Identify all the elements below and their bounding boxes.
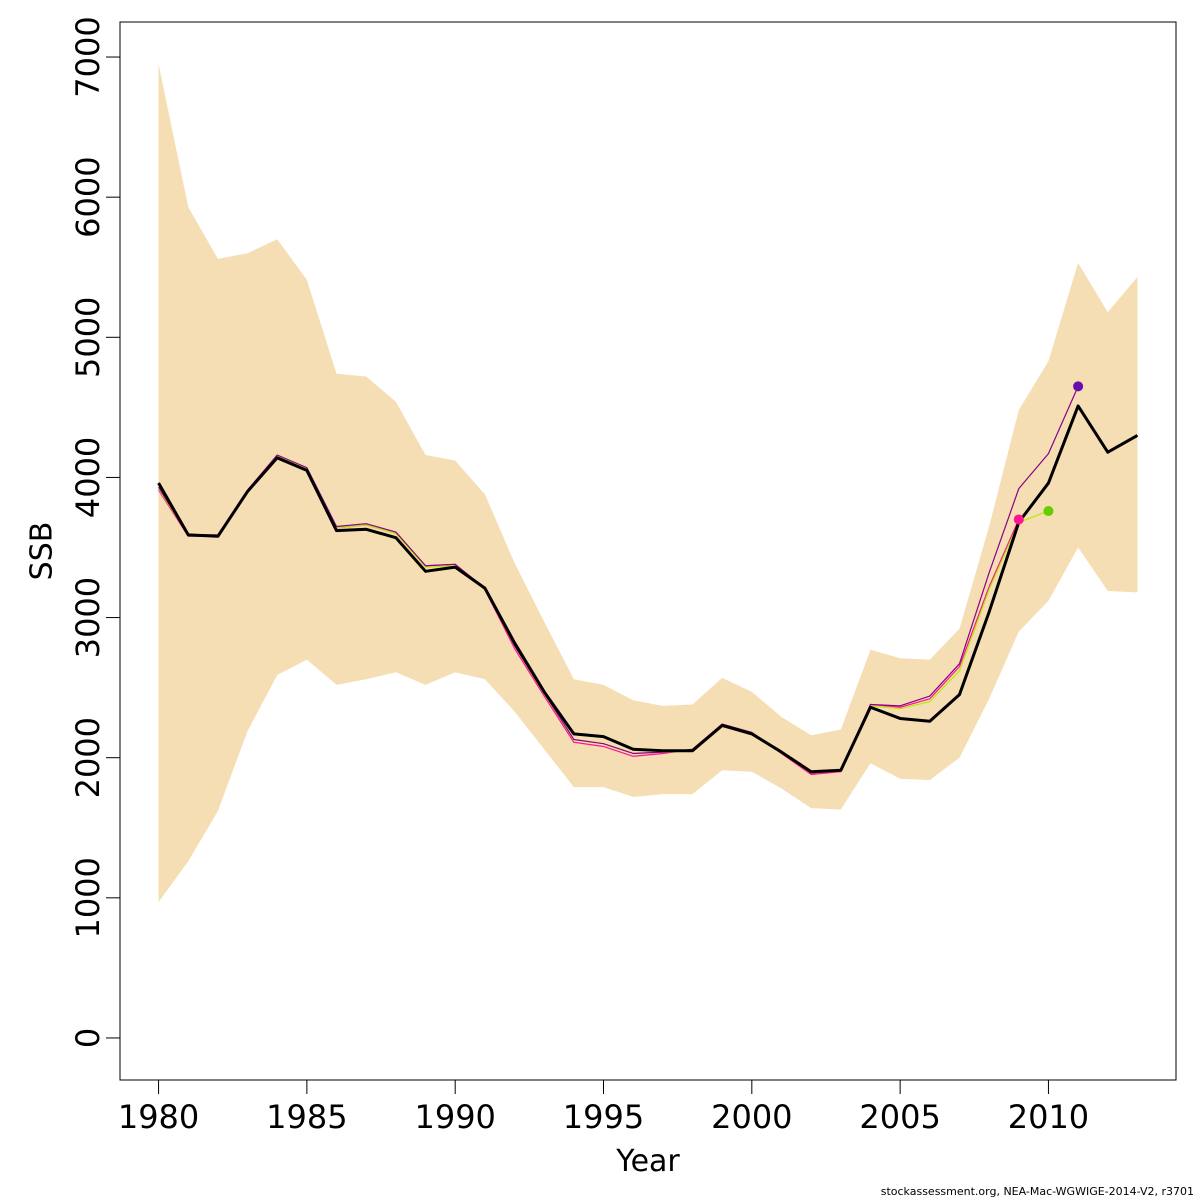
end-points-layer: [1013, 381, 1084, 525]
y-tick-label: 1000: [69, 857, 107, 938]
x-tick-label: 1980: [118, 1098, 199, 1136]
x-tick-label: 1990: [414, 1098, 495, 1136]
y-tick-label: 3000: [69, 577, 107, 658]
x-axis: 1980 1985 1990 1995 2000 2005 2010: [118, 1079, 1089, 1136]
y-tick-label: 0: [69, 1028, 107, 1048]
y-axis-title: SSB: [25, 522, 60, 581]
x-axis-title: Year: [615, 1144, 680, 1179]
y-tick-label: 6000: [69, 156, 107, 237]
x-tick-label: 2010: [1008, 1098, 1089, 1136]
series-lines-layer: [157, 386, 1139, 776]
series-line-main: [157, 404, 1139, 774]
x-tick-label: 1995: [563, 1098, 644, 1136]
y-tick-label: 7000: [69, 16, 107, 97]
footnote: stockassessment.org, NEA-Mac-WGWIGE-2014…: [880, 1185, 1194, 1198]
x-tick-label: 2005: [859, 1098, 940, 1136]
end-point-end-2012: [1073, 381, 1084, 392]
y-tick-label: 5000: [69, 297, 107, 378]
y-tick-label: 2000: [69, 717, 107, 798]
x-tick-label: 2000: [711, 1098, 792, 1136]
confidence-band: [158, 64, 1138, 903]
confidence-band-layer: [158, 64, 1138, 903]
x-tick-label: 1985: [266, 1098, 347, 1136]
end-point-end-2011: [1043, 506, 1054, 517]
y-axis: 0 1000 2000 3000 4000 5000 6000 7000: [69, 16, 121, 1048]
end-point-end-2010: [1013, 514, 1024, 525]
y-tick-label: 4000: [69, 437, 107, 518]
